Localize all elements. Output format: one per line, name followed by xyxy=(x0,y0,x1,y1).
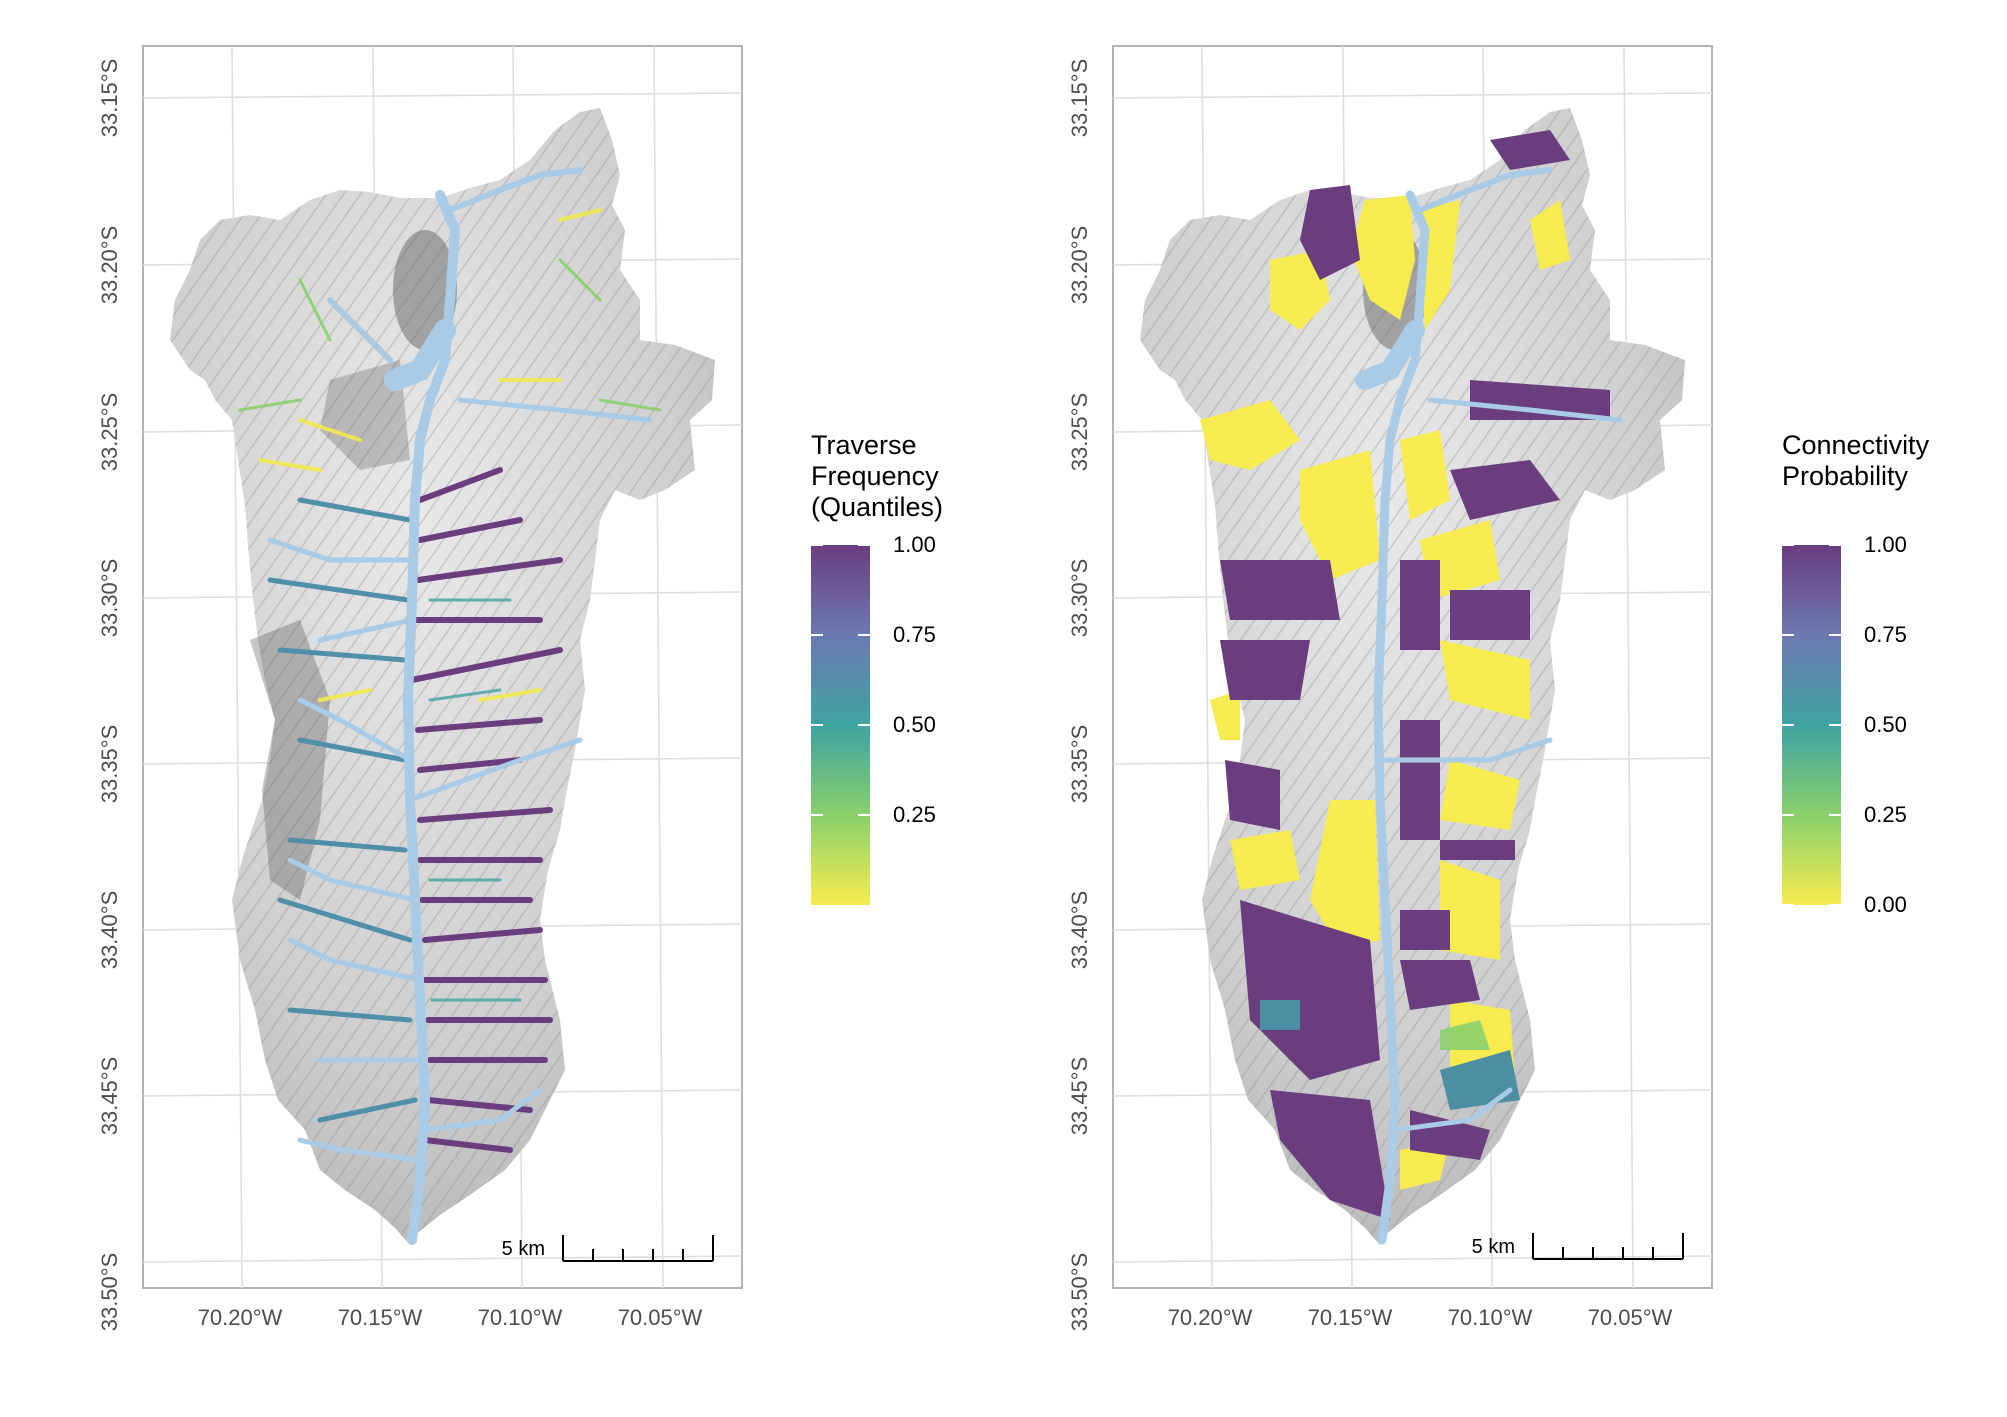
right-lon-axis: 70.20°W 70.15°W 70.10°W 70.05°W xyxy=(1168,1305,1673,1330)
right-lat-label: 33.45°S xyxy=(1067,1057,1092,1136)
left-legend-title-line: (Quantiles) xyxy=(811,492,943,522)
right-connectivity-patches xyxy=(1200,130,1610,1220)
right-lon-label: 70.20°W xyxy=(1168,1305,1253,1330)
right-legend-ticks xyxy=(1782,544,1841,906)
right-legend: Connectivity Probability 1.00 0.75 0.50 … xyxy=(1782,430,1930,917)
left-lat-axis: 33.15°S 33.20°S 33.25°S 33.30°S 33.35°S … xyxy=(97,59,122,1332)
right-legend-label: 0.75 xyxy=(1864,622,1907,647)
left-legend-label: 1.00 xyxy=(893,532,936,557)
left-lat-label: 33.45°S xyxy=(97,1057,122,1136)
right-lon-label: 70.05°W xyxy=(1588,1305,1673,1330)
left-drainage-network xyxy=(238,167,662,1245)
right-legend-title-line: Probability xyxy=(1782,461,1909,491)
left-legend-label: 0.25 xyxy=(893,802,936,827)
left-legend-title-line: Frequency xyxy=(811,461,939,491)
right-map-panel: 33.15°S 33.20°S 33.25°S 33.30°S 33.35°S … xyxy=(1067,45,1713,1332)
left-legend-ticks xyxy=(811,544,870,816)
right-lat-label: 33.20°S xyxy=(1067,226,1092,305)
left-lon-label: 70.10°W xyxy=(478,1305,563,1330)
left-lon-label: 70.15°W xyxy=(338,1305,423,1330)
left-lon-axis: 70.20°W 70.15°W 70.10°W 70.05°W xyxy=(198,1305,703,1330)
right-lon-label: 70.10°W xyxy=(1448,1305,1533,1330)
left-scale-bar: 5 km xyxy=(502,1235,714,1262)
left-legend: Traverse Frequency (Quantiles) 1.00 0.75… xyxy=(811,430,943,905)
right-lat-label: 33.40°S xyxy=(1067,891,1092,970)
left-lat-label: 33.15°S xyxy=(97,59,122,138)
right-lat-label: 33.35°S xyxy=(1067,725,1092,804)
left-lat-label: 33.20°S xyxy=(97,226,122,305)
left-legend-title-line: Traverse xyxy=(811,430,917,460)
right-legend-label: 1.00 xyxy=(1864,532,1907,557)
right-legend-label: 0.50 xyxy=(1864,712,1907,737)
left-panel-frame xyxy=(142,45,743,1289)
right-catchment xyxy=(1140,108,1685,1245)
left-lon-label: 70.05°W xyxy=(618,1305,703,1330)
right-lat-label: 33.30°S xyxy=(1067,559,1092,638)
left-lat-label: 33.35°S xyxy=(97,725,122,804)
right-panel-frame xyxy=(1112,45,1713,1289)
left-legend-label: 0.50 xyxy=(893,712,936,737)
left-lat-label: 33.40°S xyxy=(97,891,122,970)
left-map-panel: 33.15°S 33.20°S 33.25°S 33.30°S 33.35°S … xyxy=(97,45,743,1332)
right-scale-bar-label: 5 km xyxy=(1472,1236,1515,1258)
left-lon-label: 70.20°W xyxy=(198,1305,283,1330)
left-lat-label: 33.50°S xyxy=(97,1253,122,1332)
right-legend-title-line: Connectivity xyxy=(1782,430,1930,460)
right-scale-bar: 5 km xyxy=(1472,1233,1684,1260)
left-lat-label: 33.25°S xyxy=(97,393,122,472)
right-legend-label: 0.25 xyxy=(1864,802,1907,827)
right-lat-label: 33.50°S xyxy=(1067,1253,1092,1332)
right-lat-label: 33.25°S xyxy=(1067,393,1092,472)
left-scale-bar-label: 5 km xyxy=(502,1238,545,1260)
right-legend-label: 0.00 xyxy=(1864,892,1907,917)
right-lat-label: 33.15°S xyxy=(1067,59,1092,138)
right-lon-label: 70.15°W xyxy=(1308,1305,1393,1330)
left-lat-label: 33.30°S xyxy=(97,559,122,638)
left-legend-label: 0.75 xyxy=(893,622,936,647)
right-lat-axis: 33.15°S 33.20°S 33.25°S 33.30°S 33.35°S … xyxy=(1067,59,1092,1332)
